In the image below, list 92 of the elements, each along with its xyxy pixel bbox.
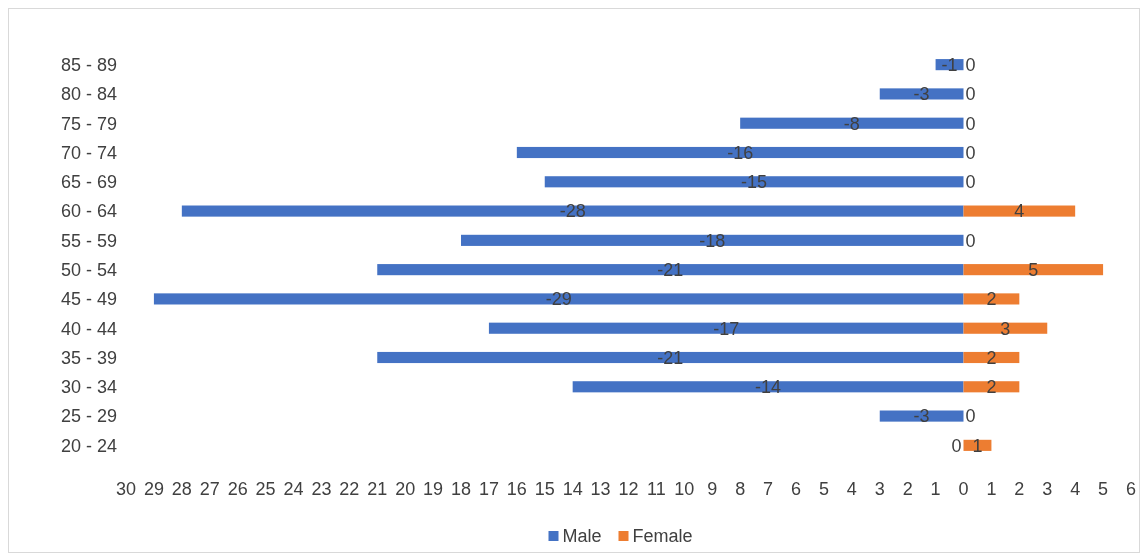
y-tick-label: 20 - 24 <box>60 435 117 456</box>
bar <box>879 410 964 422</box>
data-label: 0 <box>965 406 976 427</box>
y-tick-label: 35 - 39 <box>60 347 117 368</box>
y-tick-label: 55 - 59 <box>60 230 117 251</box>
x-tick-label: 18 <box>450 479 472 500</box>
x-tick-label: 21 <box>367 479 388 500</box>
x-tick-label: 24 <box>283 479 304 500</box>
data-label: -18 <box>699 230 726 251</box>
x-tick-label: 29 <box>143 479 164 500</box>
x-tick-label: 28 <box>171 479 192 500</box>
data-label: -1 <box>941 54 958 75</box>
data-label: 0 <box>965 54 976 75</box>
bar <box>377 351 964 364</box>
bar <box>516 146 964 159</box>
data-label: 0 <box>965 172 976 193</box>
x-tick-label: 6 <box>1125 479 1137 500</box>
x-tick-label: 0 <box>958 479 969 500</box>
legend-label: Female <box>632 526 693 547</box>
x-tick-label: 3 <box>1042 479 1053 500</box>
x-tick-label: 23 <box>311 479 332 500</box>
y-tick-label: 75 - 79 <box>60 113 117 134</box>
data-label: 0 <box>965 84 976 105</box>
x-tick-label: 6 <box>790 479 802 500</box>
x-tick-label: 22 <box>339 479 360 500</box>
x-tick-label: 1 <box>930 479 941 500</box>
data-label: 5 <box>1028 259 1039 280</box>
x-tick-label: 3 <box>874 479 885 500</box>
x-tick-label: 15 <box>534 479 555 500</box>
x-tick-label: 20 <box>395 479 416 500</box>
bar <box>181 205 964 217</box>
bar <box>572 381 964 393</box>
y-tick-label: 60 - 64 <box>60 201 117 222</box>
x-tick-label: 12 <box>618 479 639 500</box>
bar <box>377 264 964 276</box>
x-tick-label: 30 <box>115 479 137 500</box>
data-label: -17 <box>713 318 740 339</box>
data-label: -21 <box>657 259 684 280</box>
data-label: 1 <box>972 435 983 456</box>
x-tick-label: 26 <box>227 479 248 500</box>
x-tick-label: 14 <box>562 479 583 500</box>
x-tick-label: 8 <box>735 479 746 500</box>
y-tick-label: 70 - 74 <box>60 142 117 163</box>
bar <box>963 205 1076 217</box>
data-label: 2 <box>986 377 997 398</box>
y-tick-label: 85 - 89 <box>60 54 117 75</box>
data-label: 0 <box>965 113 976 134</box>
bar <box>488 322 964 334</box>
data-label: 0 <box>965 230 976 251</box>
bar <box>461 234 964 246</box>
x-tick-label: 17 <box>478 479 499 500</box>
x-tick-label: 2 <box>1014 479 1025 500</box>
x-tick-label: 4 <box>846 479 857 500</box>
x-tick-label: 5 <box>1098 479 1109 500</box>
x-tick-label: 11 <box>647 479 666 500</box>
bar <box>740 117 964 129</box>
x-tick-label: 9 <box>707 479 718 500</box>
bar <box>963 322 1048 334</box>
legend-label: Male <box>562 526 602 547</box>
data-label: -21 <box>657 347 684 368</box>
y-tick-label: 50 - 54 <box>60 259 117 280</box>
y-tick-label: 65 - 69 <box>60 172 117 193</box>
bar <box>963 264 1104 276</box>
x-tick-label: 19 <box>423 479 444 500</box>
x-tick-label: 10 <box>674 479 695 500</box>
bar <box>544 176 964 188</box>
x-tick-label: 25 <box>255 479 276 500</box>
data-label: 0 <box>951 435 962 456</box>
x-tick-label: 4 <box>1070 479 1081 500</box>
y-tick-label: 25 - 29 <box>60 406 117 427</box>
data-label: -16 <box>727 142 754 163</box>
data-label: -3 <box>913 406 930 427</box>
data-label: 2 <box>986 347 997 368</box>
x-tick-label: 2 <box>902 479 913 500</box>
data-label: -8 <box>843 113 860 134</box>
y-tick-label: 30 - 34 <box>60 377 117 398</box>
x-tick-label: 5 <box>818 479 829 500</box>
data-label: -14 <box>755 377 782 398</box>
x-tick-label: 16 <box>506 479 527 500</box>
y-tick-label: 80 - 84 <box>60 84 117 105</box>
x-tick-label: 13 <box>590 479 611 500</box>
x-tick-label: 7 <box>763 479 774 500</box>
x-tick-label: 27 <box>199 479 220 500</box>
data-label: 0 <box>965 142 976 163</box>
bar <box>153 293 964 305</box>
data-label: -15 <box>741 172 768 193</box>
data-label: -28 <box>559 201 586 222</box>
x-tick-label: 1 <box>986 479 997 500</box>
y-tick-label: 40 - 44 <box>60 318 117 339</box>
y-tick-label: 45 - 49 <box>60 289 117 310</box>
data-label: 4 <box>1014 201 1025 222</box>
data-label: 3 <box>1000 318 1011 339</box>
